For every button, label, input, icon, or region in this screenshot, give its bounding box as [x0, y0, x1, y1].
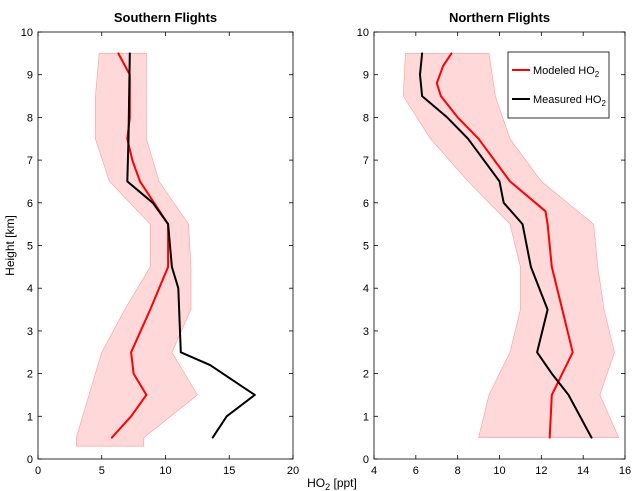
northern-x-tick-label: 16 [619, 465, 631, 477]
southern-tick-layer: 0 5 10 15 20 0 1 2 3 4 5 6 7 8 9 10 [21, 27, 299, 477]
southern-y-tick-label: 1 [27, 411, 33, 423]
x-axis-label: HO2 [ppt] [307, 476, 357, 491]
southern-y-tick-label: 10 [21, 27, 33, 39]
northern-y-tick-label: 9 [363, 70, 369, 82]
southern-measured-ho2-line [126, 52, 256, 439]
northern-y-tick-label: 2 [363, 369, 369, 381]
northern-x-tick-label: 4 [371, 465, 377, 477]
southern-x-tick-label: 5 [99, 465, 105, 477]
northern-chart-title: Northern Flights [449, 10, 550, 25]
legend: Modeled HO2 Measured HO2 [507, 51, 610, 119]
southern-band-layer [76, 53, 198, 447]
northern-y-tick-label: 4 [363, 283, 369, 295]
northern-y-tick-label: 5 [363, 241, 369, 253]
northern-x-tick-label: 8 [455, 465, 461, 477]
southern-flights-panel: 0 5 10 15 20 0 1 2 3 4 5 6 7 8 9 10 Southern Flights He… [3, 10, 299, 477]
northern-band-layer [402, 53, 620, 438]
northern-measured-ho2-line [419, 52, 593, 439]
southern-series-layer [110, 52, 256, 439]
northern-y-tick-label: 1 [363, 411, 369, 423]
southern-uncertainty-band [76, 53, 198, 447]
northern-y-tick-label: 3 [363, 326, 369, 338]
southern-x-tick-label: 15 [223, 465, 235, 477]
southern-y-tick-label: 7 [27, 155, 33, 167]
southern-y-tick-label: 0 [27, 454, 33, 466]
y-axis-label: Height [km] [3, 215, 17, 276]
southern-y-tick-label: 3 [27, 326, 33, 338]
northern-x-tick-label: 12 [535, 465, 547, 477]
southern-y-tick-label: 4 [27, 283, 33, 295]
northern-x-tick-label: 10 [493, 465, 505, 477]
northern-modeled-ho2-line [435, 52, 574, 439]
southern-y-tick-label: 8 [27, 112, 33, 124]
southern-y-tick-label: 2 [27, 369, 33, 381]
northern-x-tick-label: 6 [413, 465, 419, 477]
northern-y-tick-label: 10 [357, 27, 369, 39]
northern-series-layer [419, 52, 593, 439]
southern-x-tick-label: 20 [287, 465, 299, 477]
southern-x-tick-label: 0 [35, 465, 41, 477]
legend-measured-label: Measured HO2 [533, 94, 606, 108]
southern-y-tick-label: 9 [27, 70, 33, 82]
southern-chart-title: Southern Flights [114, 10, 217, 25]
legend-modeled-label: Modeled HO2 [533, 65, 600, 79]
southern-y-tick-label: 6 [27, 198, 33, 210]
northern-y-tick-label: 8 [363, 112, 369, 124]
northern-y-tick-label: 7 [363, 155, 369, 167]
northern-uncertainty-band [402, 53, 620, 438]
southern-x-tick-label: 10 [159, 465, 171, 477]
northern-y-tick-label: 0 [363, 454, 369, 466]
legend-box [507, 51, 610, 119]
southern-y-tick-label: 5 [27, 241, 33, 253]
northern-x-tick-label: 14 [577, 465, 589, 477]
northern-y-tick-label: 6 [363, 198, 369, 210]
